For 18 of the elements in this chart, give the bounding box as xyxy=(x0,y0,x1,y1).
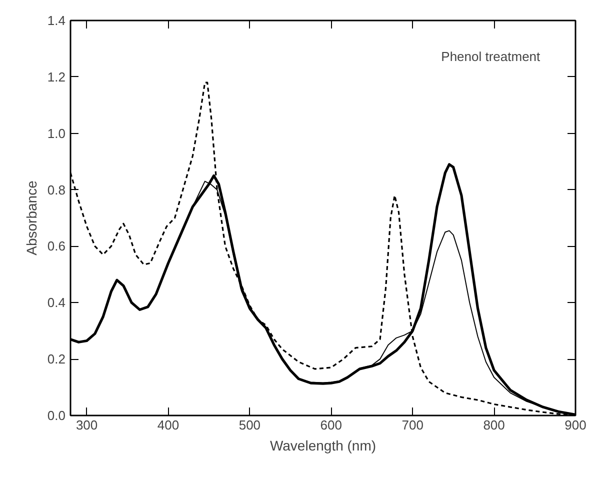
y-tick-label: 1.4 xyxy=(47,13,66,28)
y-tick-label: 0.2 xyxy=(47,352,66,367)
y-axis-title: Absorbance xyxy=(23,180,40,256)
x-tick-label: 400 xyxy=(157,418,180,432)
x-tick-label: 800 xyxy=(483,418,505,432)
x-tick-label: 300 xyxy=(76,418,98,432)
x-tick-label: 700 xyxy=(402,418,424,432)
x-tick-label: 500 xyxy=(238,418,261,432)
x-axis-title: Wavelength (nm) xyxy=(270,438,376,454)
y-tick-label: 1.0 xyxy=(47,126,66,141)
y-tick-label: 0.8 xyxy=(47,182,66,198)
y-tick-label: 0.6 xyxy=(47,238,66,254)
annotation: Phenol treatment xyxy=(441,48,541,64)
y-tick-label: 0.0 xyxy=(47,408,66,423)
x-tick-label: 600 xyxy=(320,418,342,432)
y-tick-label: 0.4 xyxy=(47,295,66,310)
x-tick-label: 900 xyxy=(564,418,586,432)
y-tick-label: 1.2 xyxy=(47,69,66,84)
